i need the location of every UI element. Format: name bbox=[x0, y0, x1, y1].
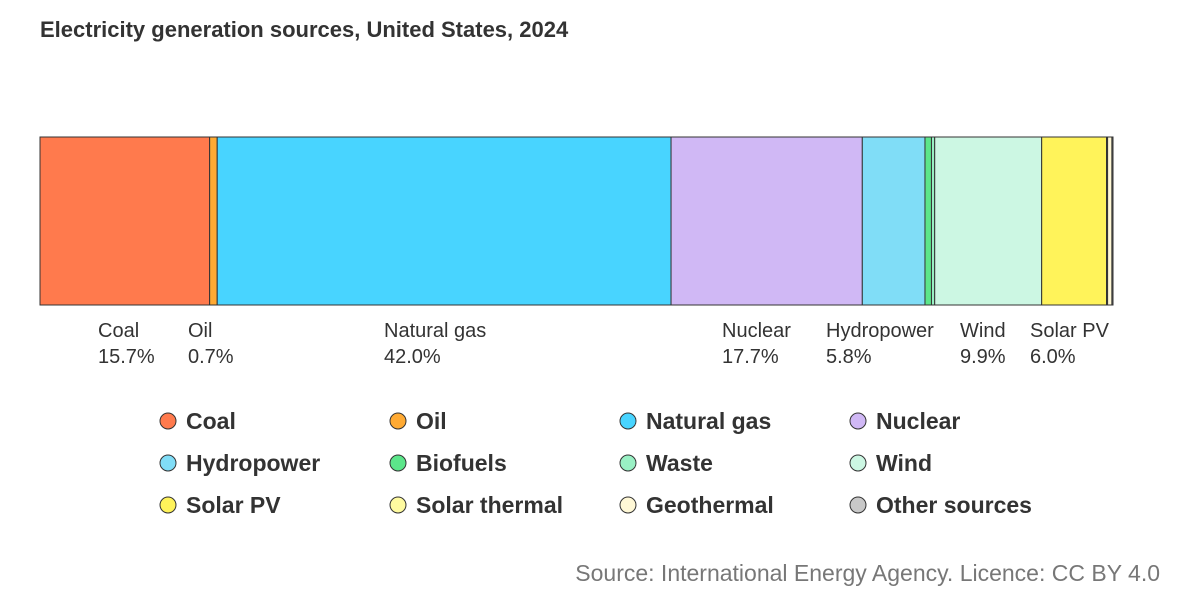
legend-marker-other-sources bbox=[849, 496, 867, 514]
segment-value-hydropower: 5.8% bbox=[826, 346, 872, 368]
legend-marker-wind bbox=[849, 454, 867, 472]
legend-label-nuclear: Nuclear bbox=[876, 408, 960, 434]
legend-label-oil: Oil bbox=[416, 408, 447, 434]
bar-segment-natural-gas bbox=[216, 136, 672, 306]
bar-segment-nuclear bbox=[670, 136, 863, 306]
segment-value-coal: 15.7% bbox=[98, 346, 155, 368]
bar-segment-other-sources bbox=[1111, 136, 1114, 306]
segment-value-oil: 0.7% bbox=[188, 346, 234, 368]
segment-value-solar-pv: 6.0% bbox=[1030, 346, 1076, 368]
bar-segment-hydropower bbox=[861, 136, 926, 306]
legend-label-coal: Coal bbox=[186, 408, 236, 434]
legend-marker-oil bbox=[389, 412, 407, 430]
bar-segment-coal bbox=[39, 136, 211, 306]
segment-label-coal: Coal bbox=[98, 320, 139, 342]
legend-label-geothermal: Geothermal bbox=[646, 492, 774, 518]
bar-segment-biofuels bbox=[924, 136, 932, 306]
source-note: Source: International Energy Agency. Lic… bbox=[575, 560, 1160, 586]
segment-labels: Coal 15.7% Oil 0.7% Natural gas 42.0% Nuclear 1… bbox=[98, 320, 1110, 368]
legend-marker-natural-gas bbox=[619, 412, 637, 430]
bar-segment-geothermal bbox=[1107, 136, 1113, 306]
legend-marker-solar-thermal bbox=[389, 496, 407, 514]
legend-marker-hydropower bbox=[159, 454, 177, 472]
legend-marker-biofuels bbox=[389, 454, 407, 472]
bar-segment-wind bbox=[934, 136, 1043, 306]
segment-value-nuclear: 17.7% bbox=[722, 346, 779, 368]
legend: Coal Oil Natural gas Nuclear Hydropower Biofu… bbox=[159, 408, 1032, 518]
segment-label-solar-pv: Solar PV bbox=[1030, 320, 1110, 342]
bar-segments bbox=[39, 136, 1114, 306]
legend-label-waste: Waste bbox=[646, 450, 713, 476]
segment-label-wind: Wind bbox=[960, 320, 1006, 342]
segment-value-natural-gas: 42.0% bbox=[384, 346, 441, 368]
segment-label-nuclear: Nuclear bbox=[722, 320, 791, 342]
legend-label-biofuels: Biofuels bbox=[416, 450, 507, 476]
segment-label-oil: Oil bbox=[188, 320, 212, 342]
legend-marker-coal bbox=[159, 412, 177, 430]
segment-label-hydropower: Hydropower bbox=[826, 320, 934, 342]
segment-value-wind: 9.9% bbox=[960, 346, 1006, 368]
legend-label-wind: Wind bbox=[876, 450, 932, 476]
legend-label-natural-gas: Natural gas bbox=[646, 408, 771, 434]
chart-title: Electricity generation sources, United S… bbox=[40, 17, 569, 42]
legend-marker-solar-pv bbox=[159, 496, 177, 514]
bar-segment-oil bbox=[209, 136, 218, 306]
legend-marker-geothermal bbox=[619, 496, 637, 514]
segment-label-natural-gas: Natural gas bbox=[384, 320, 486, 342]
legend-label-solar-thermal: Solar thermal bbox=[416, 492, 563, 518]
legend-label-hydropower: Hydropower bbox=[186, 450, 320, 476]
legend-marker-nuclear bbox=[849, 412, 867, 430]
legend-marker-waste bbox=[619, 454, 637, 472]
legend-label-solar-pv: Solar PV bbox=[186, 492, 281, 518]
bar-segment-solar-pv bbox=[1041, 136, 1108, 306]
legend-label-other-sources: Other sources bbox=[876, 492, 1032, 518]
